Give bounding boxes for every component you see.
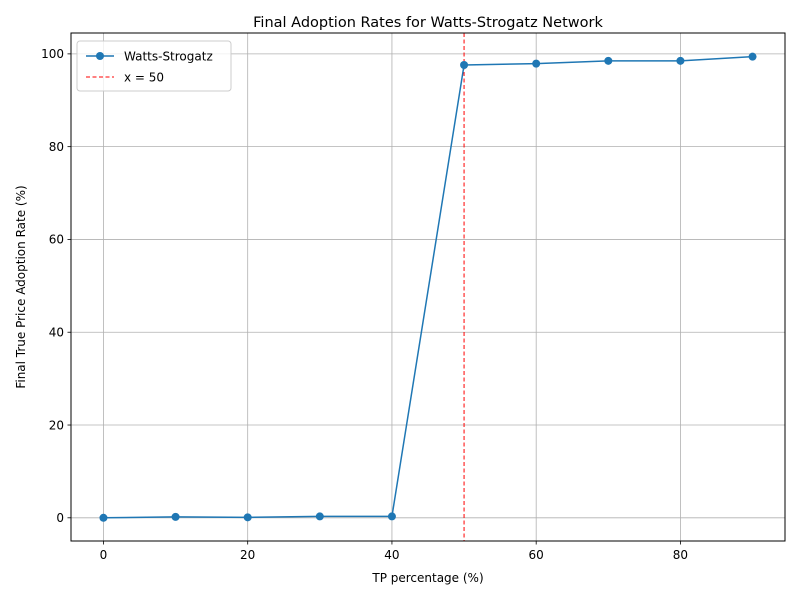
x-axis-label: TP percentage (%)	[371, 571, 483, 585]
x-tick-label: 60	[529, 548, 544, 562]
series-line	[103, 55, 753, 519]
y-tick-label: 60	[49, 233, 64, 247]
x-tick-label: 0	[100, 548, 108, 562]
series-layer	[99, 52, 757, 522]
legend: Watts-Strogatz x = 50	[76, 40, 232, 92]
x-axis-ticks: 0 20 40 60 80	[100, 541, 688, 562]
y-axis-label: Final True Price Adoption Rate (%)	[14, 185, 28, 388]
grid	[71, 33, 785, 541]
y-tick-label: 0	[56, 511, 64, 525]
data-point	[748, 52, 757, 61]
y-tick-label: 20	[49, 418, 64, 432]
y-tick-label: 40	[49, 326, 64, 340]
data-point	[243, 513, 252, 522]
plot-frame	[70, 32, 786, 542]
data-point	[460, 61, 469, 70]
data-point	[171, 512, 180, 521]
data-point	[99, 513, 108, 522]
data-point	[387, 512, 396, 521]
legend-box	[76, 40, 232, 92]
x-tick-label: 80	[673, 548, 688, 562]
legend-reference-label: x = 50	[124, 71, 164, 85]
y-tick-label: 80	[49, 140, 64, 154]
data-point	[676, 56, 685, 65]
y-axis-ticks: 0 20 40 60 80 100	[41, 47, 71, 525]
x-tick-label: 20	[240, 548, 255, 562]
data-point	[604, 56, 613, 65]
chart-title: Final Adoption Rates for Watts-Strogatz …	[253, 15, 603, 31]
x-tick-label: 40	[384, 548, 399, 562]
data-point	[532, 59, 541, 68]
data-point	[315, 512, 324, 521]
legend-series-marker	[96, 52, 104, 60]
y-tick-label: 100	[41, 47, 64, 61]
legend-series-label: Watts-Strogatz	[124, 50, 213, 64]
